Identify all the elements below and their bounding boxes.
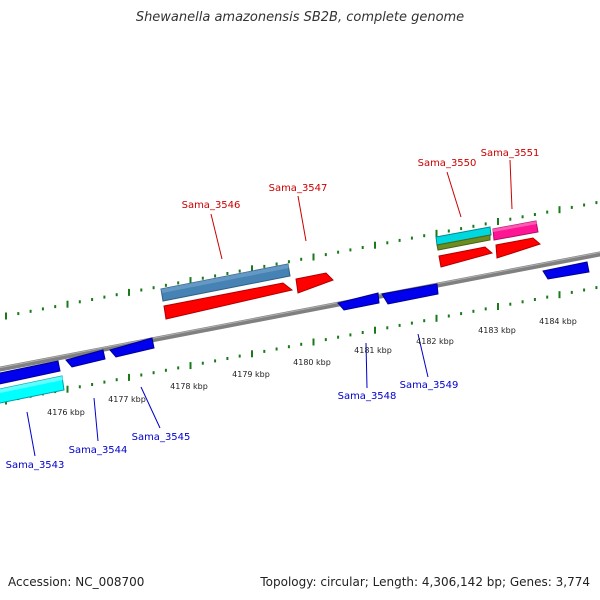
upper-tick-row: [5, 201, 598, 320]
kbp-label: 4181 kbp: [354, 346, 392, 355]
kbp-label: 4179 kbp: [232, 370, 270, 379]
pink-feature[interactable]: [492, 220, 539, 241]
reverse-gene-arrow[interactable]: [337, 292, 380, 311]
gene-label-sama-3547[interactable]: Sama_3547: [269, 183, 328, 194]
label-leader-line: [446, 171, 462, 218]
reverse-gene-arrow[interactable]: [542, 261, 590, 280]
kbp-label: 4178 kbp: [170, 382, 208, 391]
reverse-gene-arrow[interactable]: [65, 349, 106, 368]
forward-gene-arrow[interactable]: [495, 237, 542, 259]
gene-label-sama-3551[interactable]: Sama_3551: [481, 148, 540, 159]
steelblue-feature[interactable]: [160, 263, 291, 302]
label-leader-line: [140, 386, 161, 429]
genome-backbone: [0, 251, 600, 372]
gene-label-sama-3545[interactable]: Sama_3545: [132, 432, 191, 443]
label-leader-line: [26, 411, 36, 457]
gene-label-sama-3544[interactable]: Sama_3544: [69, 445, 128, 456]
label-leader-line: [210, 213, 223, 260]
gene-label-sama-3546[interactable]: Sama_3546: [182, 200, 241, 211]
gene-label-sama-3550[interactable]: Sama_3550: [418, 158, 477, 169]
kbp-label: 4176 kbp: [47, 408, 85, 417]
olive-feature[interactable]: [436, 234, 491, 251]
gene-label-sama-3548[interactable]: Sama_3548: [338, 391, 397, 402]
reverse-gene-arrow[interactable]: [381, 283, 439, 305]
kbp-label: 4184 kbp: [539, 317, 577, 326]
label-leader-line: [297, 195, 307, 242]
reverse-gene-arrow[interactable]: [0, 360, 61, 385]
forward-gene-arrow[interactable]: [295, 272, 334, 294]
kbp-label: 4183 kbp: [478, 326, 516, 335]
forward-gene-arrow[interactable]: [163, 282, 294, 320]
kbp-label: 4182 kbp: [416, 337, 454, 346]
kbp-label: 4180 kbp: [293, 358, 331, 367]
gene-label-sama-3543[interactable]: Sama_3543: [6, 460, 65, 471]
kbp-label: 4177 kbp: [108, 395, 146, 404]
accession-text: Accession: NC_008700: [8, 575, 145, 589]
label-leader-line: [93, 397, 99, 442]
lower-tick-row: [5, 286, 598, 405]
label-leader-line: [365, 342, 368, 389]
genome-title: Shewanella amazonensis SB2B, complete ge…: [135, 10, 465, 25]
topology-text: Topology: circular; Length: 4,306,142 bp…: [260, 575, 590, 589]
label-leader-line: [509, 159, 513, 210]
cyan-feature[interactable]: [435, 226, 492, 246]
cyan-feature[interactable]: [0, 375, 65, 404]
gene-label-sama-3549[interactable]: Sama_3549: [400, 380, 459, 391]
label-leader-line: [417, 333, 429, 378]
reverse-gene-arrow[interactable]: [109, 337, 155, 358]
genome-backbone-highlight: [0, 251, 600, 369]
forward-gene-arrow[interactable]: [438, 246, 494, 268]
